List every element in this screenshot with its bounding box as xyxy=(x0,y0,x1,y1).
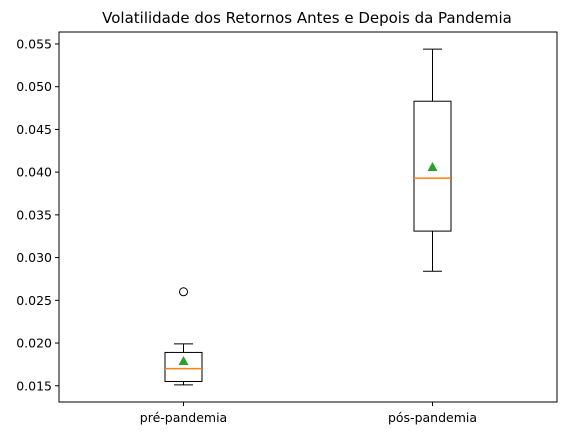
iqr-box xyxy=(413,100,452,232)
box-group xyxy=(164,287,203,386)
mean-marker xyxy=(178,355,189,365)
y-axis: 0.015 0.020 0.025 0.030 0.035 0.040 0.045 0.050… xyxy=(16,36,59,393)
box-group xyxy=(413,48,452,272)
x-tick-label: pós-pandemia xyxy=(388,410,477,425)
chart-title: Volatilidade dos Retornos Antes e Depois… xyxy=(102,9,512,27)
y-tick-label: 0.015 xyxy=(16,378,52,393)
x-tick-label: pré-pandemia xyxy=(140,410,227,425)
y-tick-label: 0.025 xyxy=(16,293,52,308)
axes-frame xyxy=(58,31,558,403)
y-tick-label: 0.045 xyxy=(16,122,52,137)
y-tick-label: 0.020 xyxy=(16,336,52,351)
iqr-box xyxy=(164,351,203,382)
y-tick-label: 0.030 xyxy=(16,250,52,265)
y-tick-label: 0.055 xyxy=(16,36,52,51)
x-axis: pré-pandemia pós-pandemia xyxy=(140,402,477,425)
y-tick-label: 0.040 xyxy=(16,165,52,180)
outlier-point xyxy=(179,287,188,297)
y-tick-label: 0.050 xyxy=(16,79,52,94)
y-tick-label: 0.035 xyxy=(16,207,52,222)
mean-marker xyxy=(427,162,438,172)
plot-area xyxy=(164,48,452,386)
